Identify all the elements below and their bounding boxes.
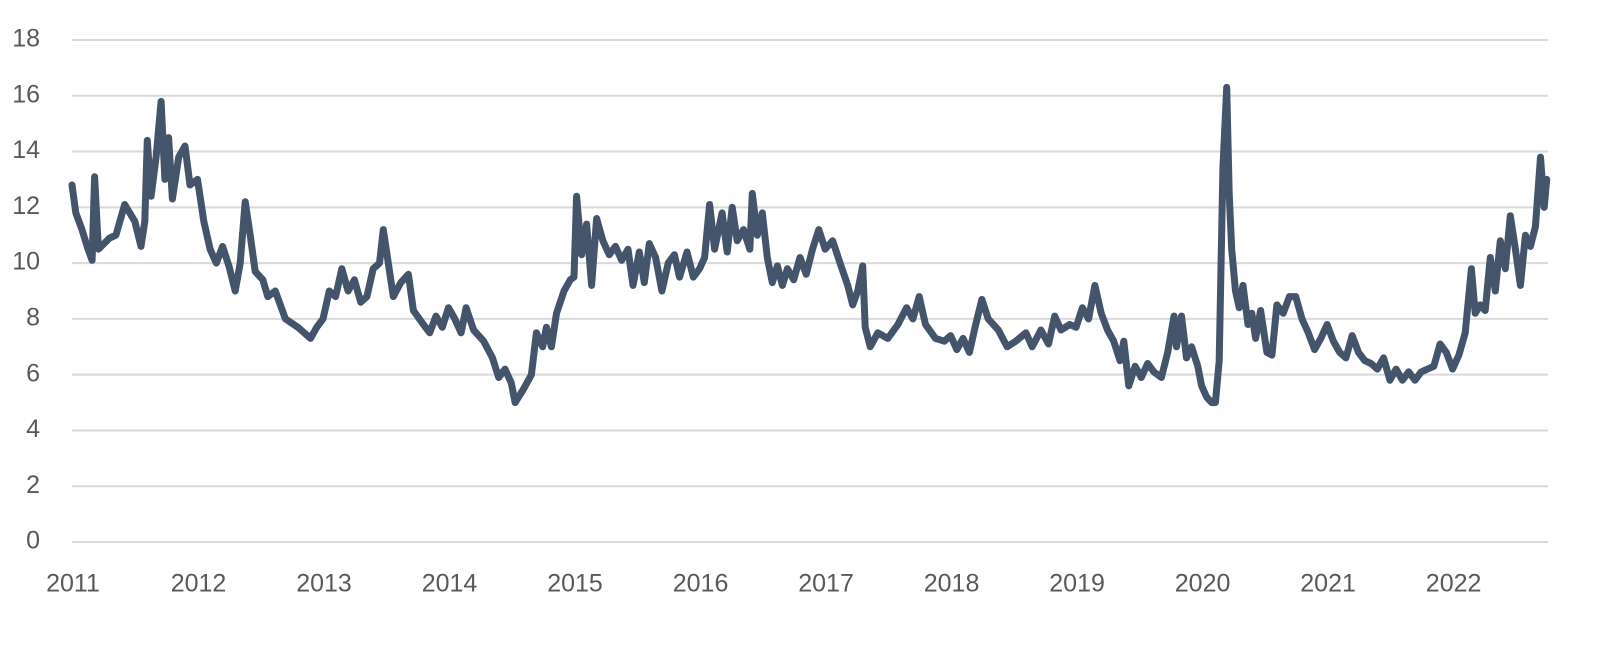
y-tick-label: 12 — [12, 192, 40, 220]
x-tick-label: 2016 — [673, 570, 729, 598]
y-tick-label: 10 — [12, 248, 40, 276]
line — [68, 83, 1551, 407]
x-tick-label: 2018 — [924, 570, 980, 598]
x-tick-label: 2015 — [547, 570, 603, 598]
x-tick-label: 2022 — [1426, 570, 1482, 598]
x-tick-label: 2011 — [46, 570, 100, 598]
y-tick-label: 16 — [12, 80, 40, 108]
y-tick-label: 8 — [26, 303, 40, 331]
x-tick-label: 2021 — [1300, 570, 1356, 598]
x-tick-label: 2014 — [422, 570, 478, 598]
y-tick-label: 0 — [26, 527, 40, 555]
x-tick-label: 2019 — [1049, 570, 1105, 598]
x-tick-label: 2017 — [798, 570, 854, 598]
x-tick-label: 2020 — [1175, 570, 1231, 598]
x-tick-label: 2012 — [171, 570, 227, 598]
y-tick-label: 14 — [12, 136, 40, 164]
y-tick-label: 18 — [12, 25, 40, 53]
x-tick-label: 2013 — [296, 570, 352, 598]
y-tick-label: 6 — [26, 359, 40, 387]
y-tick-label: 2 — [26, 471, 40, 499]
y-tick-label: 4 — [26, 415, 40, 443]
